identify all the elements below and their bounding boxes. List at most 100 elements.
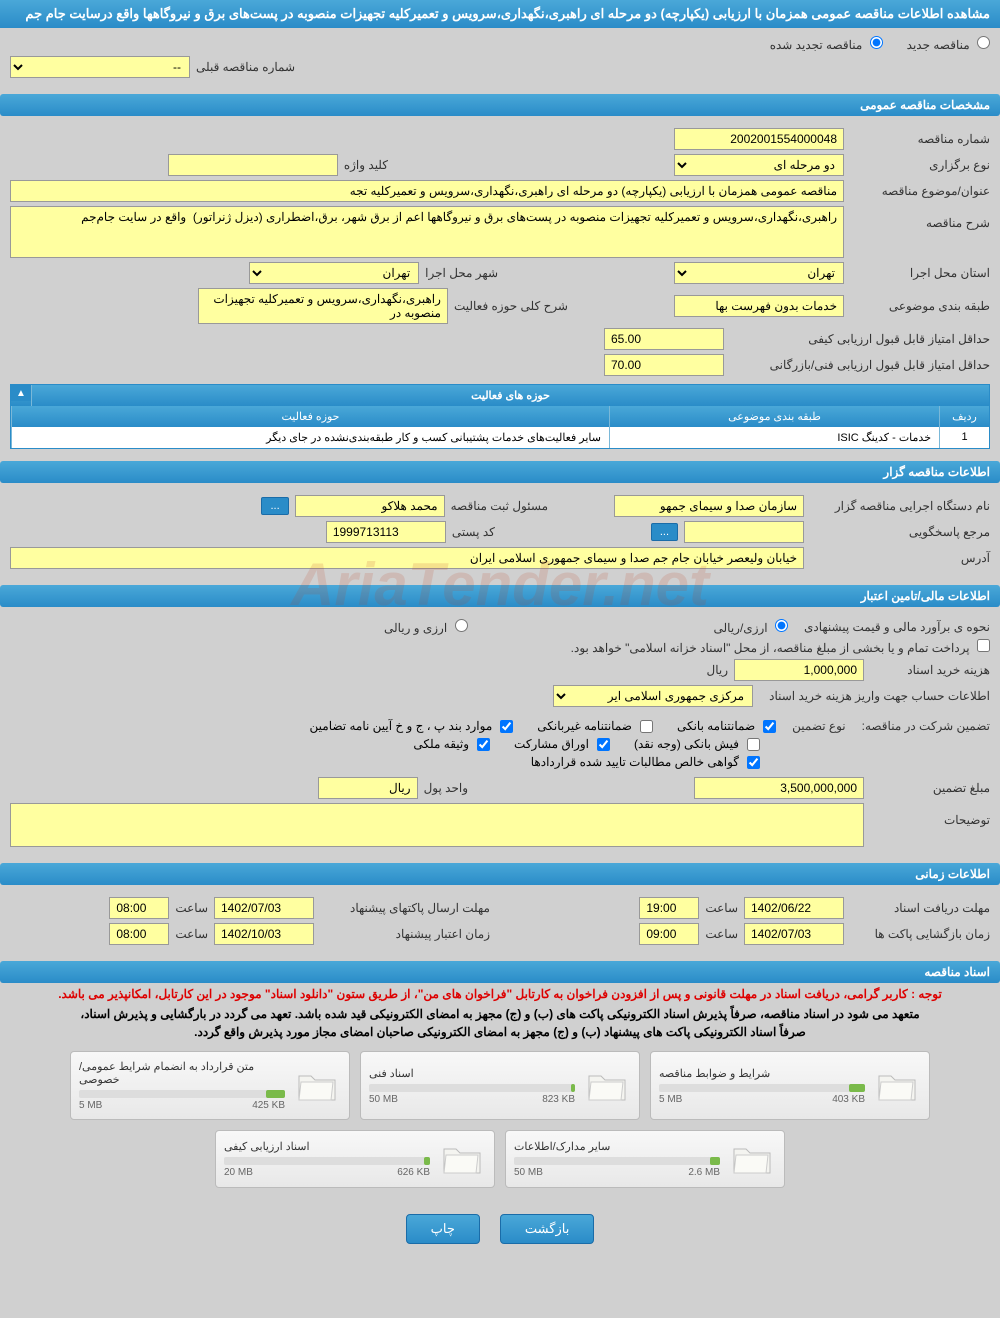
desc-field: راهبری،نگهداری،سرویس و تعمیرکلیه تجهیزات… <box>10 206 844 258</box>
receive-date: 1402/06/22 <box>744 897 844 919</box>
doc-title: سایر مدارک/اطلاعات <box>514 1140 720 1153</box>
address-label: آدرس <box>810 551 990 565</box>
collapse-icon[interactable]: ▲ <box>11 385 31 401</box>
radio-new[interactable]: مناقصه جدید <box>907 36 990 52</box>
activity-desc-label: شرح کلی حوزه فعالیت <box>454 299 568 313</box>
chk-bond-label: موارد بند پ ، ج و خ آیین نامه تضامین <box>310 719 493 733</box>
province-label: استان محل اجرا <box>850 266 990 280</box>
type-select[interactable]: دو مرحله ای <box>674 154 844 176</box>
open-date: 1402/07/03 <box>744 923 844 945</box>
doc-title: اسناد فنی <box>369 1067 575 1080</box>
agency-label: نام دستگاه اجرایی مناقصه گزار <box>810 499 990 513</box>
min-tech-field: 70.00 <box>604 354 724 376</box>
chk-nonbank[interactable]: ضمانتنامه غیربانکی <box>537 719 653 733</box>
receive-time: 19:00 <box>639 897 699 919</box>
cell-idx: 1 <box>939 427 989 448</box>
activity-desc-field: راهبری،نگهداری،سرویس و تعمیرکلیه تجهیزات… <box>198 288 448 324</box>
section-financial: اطلاعات مالی/تامین اعتبار <box>0 585 1000 607</box>
city-select[interactable]: تهران <box>249 262 419 284</box>
province-select[interactable]: تهران <box>674 262 844 284</box>
docs-note1: توجه : کاربر گرامی، دریافت اسناد در مهلت… <box>0 983 1000 1005</box>
print-button[interactable]: چاپ <box>406 1214 480 1244</box>
valid-time: 08:00 <box>109 923 169 945</box>
contact-label: مرجع پاسخگویی <box>810 525 990 539</box>
radio-fx[interactable]: ارزی و ریالی <box>384 619 468 635</box>
send-date: 1402/07/03 <box>214 897 314 919</box>
doc-card[interactable]: اسناد فنی50 MB823 KB <box>360 1051 640 1120</box>
prev-number-select[interactable]: -- <box>10 56 190 78</box>
officer-label: مسئول ثبت مناقصه <box>451 499 548 513</box>
category-field: خدمات بدون فهرست بها <box>674 295 844 317</box>
doc-card[interactable]: شرایط و ضوابط مناقصه5 MB403 KB <box>650 1051 930 1120</box>
folder-icon <box>293 1066 341 1106</box>
col-category: طبقه بندی موضوعی <box>609 406 939 427</box>
unit-label: واحد پول <box>424 781 468 795</box>
chk-receivables-label: گواهی خالص مطالبات تایید شده قراردادها <box>531 755 739 769</box>
postal-label: کد پستی <box>452 525 495 539</box>
more-button[interactable]: ... <box>261 497 288 515</box>
radio-fxrial[interactable]: ارزی/ریالی <box>714 619 788 635</box>
subject-label: عنوان/موضوع مناقصه <box>850 184 990 198</box>
doc-panel: شرایط و ضوابط مناقصه5 MB403 KBاسناد فنی5… <box>0 1041 1000 1198</box>
account-select[interactable]: مرکزی جمهوری اسلامی ایر <box>553 685 753 707</box>
open-time-label: ساعت <box>705 927 738 941</box>
category-label: طبقه بندی موضوعی <box>850 299 990 313</box>
doc-card[interactable]: متن قرارداد به انضمام شرایط عمومی/خصوصی5… <box>70 1051 350 1120</box>
doc-size: 2.6 MB <box>688 1167 720 1178</box>
doc-limit: 50 MB <box>514 1167 543 1178</box>
payment-note-label: پرداخت تمام و یا بخشی از مبلغ مناقصه، از… <box>571 641 970 655</box>
guarantee-type-label: نوع تضمین <box>792 719 845 733</box>
section-bidder: اطلاعات مناقصه گزار <box>0 461 1000 483</box>
keyword-field[interactable] <box>168 154 338 176</box>
chk-securities[interactable]: اوراق مشارکت <box>514 737 610 751</box>
chk-payment-note[interactable]: پرداخت تمام و یا بخشی از مبلغ مناقصه، از… <box>571 639 990 655</box>
officer-field: محمد هلاکو <box>295 495 445 517</box>
chk-nonbank-label: ضمانتنامه غیربانکی <box>537 719 632 733</box>
min-qual-field: 65.00 <box>604 328 724 350</box>
receive-label: مهلت دریافت اسناد <box>850 901 990 915</box>
open-label: زمان بازگشایی پاکت ها <box>850 927 990 941</box>
method-label: نحوه ی برآورد مالی و قیمت پیشنهادی <box>804 620 990 634</box>
folder-icon <box>873 1066 921 1106</box>
keyword-label: کلید واژه <box>344 158 388 172</box>
doc-cost-label: هزینه خرید اسناد <box>870 663 990 677</box>
doc-cost-field: 1,000,000 <box>734 659 864 681</box>
chk-cash[interactable]: فیش بانکی (وجه نقد) <box>634 737 760 751</box>
agency-field: سازمان صدا و سیمای جمهو <box>614 495 804 517</box>
desc-label: شرح مناقصه <box>850 206 990 230</box>
chk-bank[interactable]: ضمانتنامه بانکی <box>677 719 776 733</box>
doc-card[interactable]: اسناد ارزیابی کیفی 20 MB 626 KB <box>215 1130 495 1188</box>
docs-note3: صرفاً اسناد الکترونیکی پاکت های پیشنهاد … <box>0 1023 1000 1041</box>
city-label: شهر محل اجرا <box>425 266 498 280</box>
send-time: 08:00 <box>109 897 169 919</box>
valid-time-label: ساعت <box>175 927 208 941</box>
contact-more-button[interactable]: ... <box>651 523 678 541</box>
doc-card[interactable]: سایر مدارک/اطلاعات 50 MB 2.6 MB <box>505 1130 785 1188</box>
activities-header-row: ردیف طبقه بندی موضوعی حوزه فعالیت <box>11 406 989 427</box>
doc-size: 425 KB <box>252 1100 285 1111</box>
type-label: نوع برگزاری <box>850 158 990 172</box>
guarantee-label: تضمین شرکت در مناقصه: <box>862 719 990 733</box>
subject-field: مناقصه عمومی همزمان با ارزیابی (یکپارچه)… <box>10 180 844 202</box>
radio-renewed-label: مناقصه تجدید شده <box>770 38 863 52</box>
chk-securities-label: اوراق مشارکت <box>514 737 589 751</box>
number-label: شماره مناقصه <box>850 132 990 146</box>
doc-limit: 5 MB <box>659 1094 682 1105</box>
doc-limit: 20 MB <box>224 1167 253 1178</box>
valid-label: زمان اعتبار پیشنهاد <box>320 927 490 941</box>
chk-property[interactable]: وثیقه ملکی <box>413 737 490 751</box>
chk-bond[interactable]: موارد بند پ ، ج و خ آیین نامه تضامین <box>310 719 514 733</box>
doc-size: 403 KB <box>832 1094 865 1105</box>
radio-renewed[interactable]: مناقصه تجدید شده <box>770 36 883 52</box>
col-row: ردیف <box>939 406 989 427</box>
doc-title: اسناد ارزیابی کیفی <box>224 1140 430 1153</box>
radio-new-label: مناقصه جدید <box>907 38 970 52</box>
doc-title: متن قرارداد به انضمام شرایط عمومی/خصوصی <box>79 1060 285 1086</box>
send-label: مهلت ارسال پاکتهای پیشنهاد <box>320 901 490 915</box>
doc-size: 626 KB <box>397 1167 430 1178</box>
back-button[interactable]: بازگشت <box>500 1214 594 1244</box>
activities-grid: حوزه های فعالیت ▲ ردیف طبقه بندی موضوعی … <box>10 384 990 449</box>
radio-fx-label: ارزی و ریالی <box>384 621 447 635</box>
notes-field[interactable] <box>10 803 864 847</box>
chk-receivables[interactable]: گواهی خالص مطالبات تایید شده قراردادها <box>531 755 760 769</box>
